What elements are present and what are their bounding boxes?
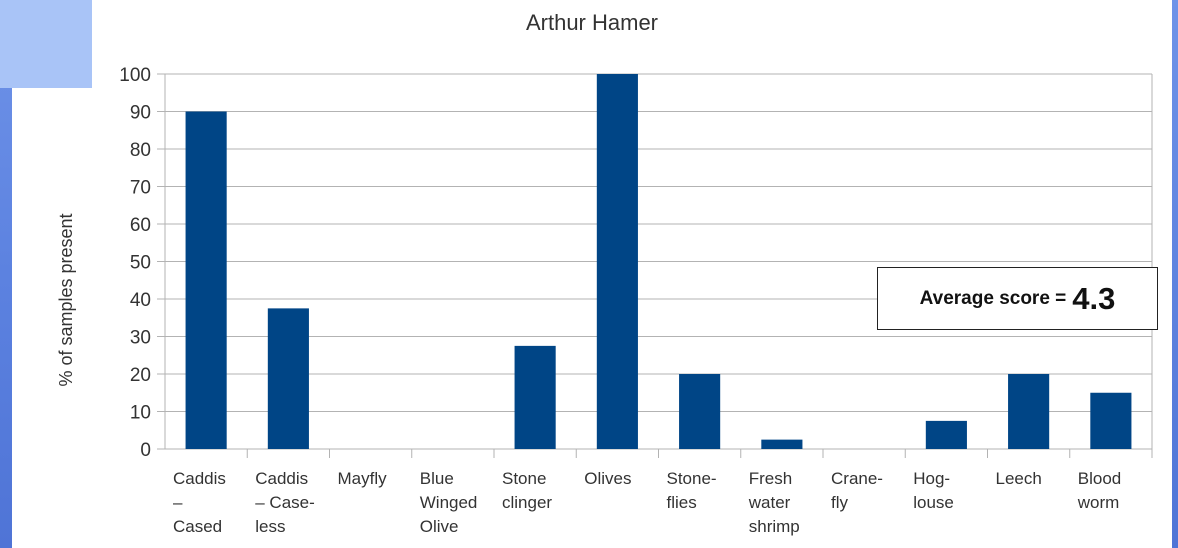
x-tick-label-line: Caddis: [173, 469, 226, 488]
bar: [925, 420, 967, 449]
y-tick-label: 30: [130, 328, 151, 349]
x-tick-label-line: Fresh: [749, 469, 792, 488]
x-tick-label: Blue Winged Olive: [420, 469, 478, 536]
x-tick-label-line: water: [748, 493, 791, 512]
x-tick-label: Hog-louse: [913, 469, 954, 512]
x-tick-label-line: Stone-: [667, 469, 717, 488]
x-tick-label-line: flies: [667, 493, 697, 512]
x-tick-label: Fresh water shrimp: [748, 469, 800, 536]
x-tick-label-line: Stone: [502, 469, 546, 488]
x-tick-label-line: Olive: [420, 517, 459, 536]
x-tick-label-line: shrimp: [749, 517, 800, 536]
y-tick-label: 0: [140, 440, 151, 461]
x-tick-labels: Caddis – Cased Caddis – Case-less Mayfly Blue W…: [173, 469, 1121, 536]
x-tick-label: Caddis – Case-less: [255, 469, 315, 536]
x-tick-label-line: Blue: [420, 469, 454, 488]
y-tick-label: 60: [130, 215, 151, 236]
bar: [514, 345, 556, 449]
bar: [185, 111, 227, 449]
x-tick-label-line: fly: [831, 493, 849, 512]
background-right-strip: [1172, 0, 1178, 548]
x-tick-label-line: worm: [1077, 493, 1120, 512]
average-score-value: 4.3: [1072, 280, 1116, 316]
x-tick-label: Leech: [996, 469, 1042, 488]
x-tick-label: Caddis – Cased: [173, 469, 226, 536]
bar: [679, 374, 721, 449]
x-tick-label-line: Blood: [1078, 469, 1121, 488]
grid-lines: [157, 73, 1153, 458]
bar: [267, 308, 309, 449]
y-tick-label: 90: [130, 103, 151, 124]
bars: [185, 74, 1132, 449]
x-tick-label-line: – Case-: [255, 493, 315, 512]
x-tick-label: Blood worm: [1077, 469, 1121, 512]
x-tick-label-line: Cased: [173, 517, 222, 536]
x-tick-label-line: Mayfly: [338, 469, 388, 488]
x-tick-label-line: louse: [913, 493, 954, 512]
x-tick-label-line: Olives: [584, 469, 631, 488]
y-tick-labels: 0 10 20 30 40 50 60 70 80 90 100: [119, 65, 151, 461]
bar: [1008, 374, 1050, 449]
x-tick-label-line: Winged: [420, 493, 478, 512]
x-tick-label: Mayfly: [338, 469, 388, 488]
x-tick-label-line: Caddis: [255, 469, 308, 488]
x-tick-label-line: clinger: [502, 493, 552, 512]
x-tick-label: Crane-fly: [831, 469, 883, 512]
x-tick-label-line: –: [173, 493, 183, 512]
y-tick-label: 50: [130, 253, 151, 274]
x-tick-label: Stone clinger: [502, 469, 552, 512]
x-tick-label: Stone-flies: [667, 469, 717, 512]
x-tick-label-line: Crane-: [831, 469, 883, 488]
x-tick-label-line: less: [255, 517, 285, 536]
x-tick-label-line: Leech: [996, 469, 1042, 488]
bar: [1090, 392, 1132, 449]
y-tick-label: 10: [130, 403, 151, 424]
y-tick-label: 40: [130, 290, 151, 311]
x-tick-label-line: Hog-: [913, 469, 950, 488]
y-tick-label: 70: [130, 178, 151, 199]
average-score-label: Average score =: [919, 287, 1067, 309]
background-left-strip: [0, 0, 12, 548]
y-axis-label: % of samples present: [56, 213, 76, 386]
background-corner-block: [0, 0, 92, 88]
average-score-box: Average score = 4.3: [877, 267, 1158, 330]
y-tick-label: 20: [130, 365, 151, 386]
y-tick-label: 80: [130, 140, 151, 161]
y-tick-label: 100: [119, 65, 151, 86]
chart-title: Arthur Hamer: [526, 10, 658, 35]
bar: [596, 74, 638, 449]
x-tick-label: Olives: [584, 469, 631, 488]
bar: [761, 439, 803, 449]
